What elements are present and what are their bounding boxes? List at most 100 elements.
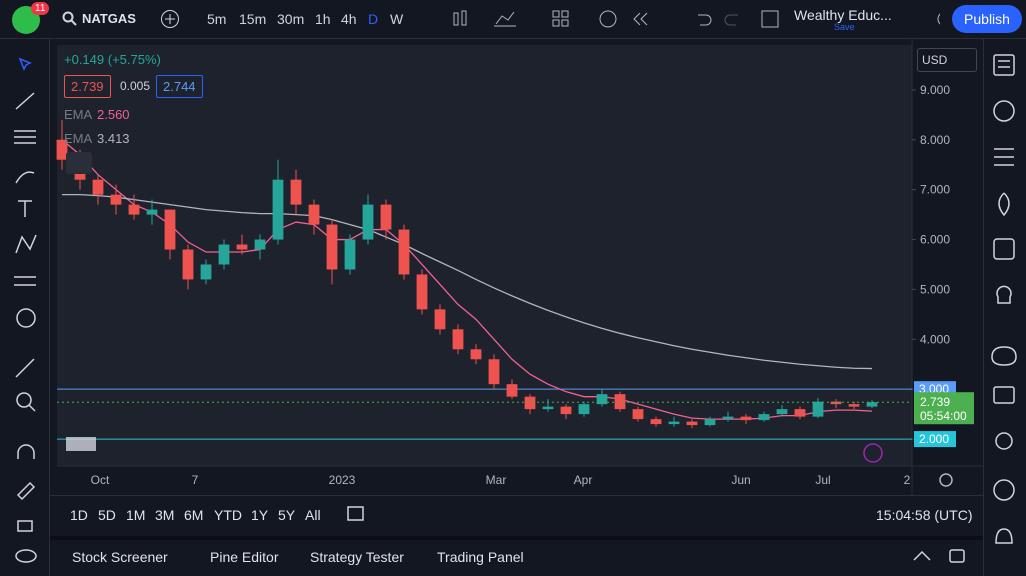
candle-body (470, 349, 482, 360)
x-tick-label: 7 (192, 473, 199, 487)
candle-body (650, 419, 662, 425)
candle-body (524, 396, 536, 410)
x-tick-label: Mar (486, 473, 507, 487)
y-tick-label: 4.000 (920, 332, 950, 346)
candle-body (110, 194, 122, 205)
x-tick-label: Oct (91, 473, 110, 487)
candle-body (344, 239, 356, 270)
candle-body (776, 409, 788, 415)
y-tick-label: 6.000 (920, 233, 950, 247)
range-button[interactable]: 1M (126, 507, 146, 523)
left-toolbar (14, 57, 37, 563)
ask[interactable]: 2.744 (156, 75, 203, 98)
divider (50, 536, 983, 540)
candle-body (56, 139, 68, 160)
range-button[interactable]: 1D (70, 507, 88, 523)
price-label-bg (914, 431, 956, 448)
indicator-name: EMA (64, 131, 93, 146)
tab[interactable]: Trading Panel (437, 549, 524, 565)
x-tick-label: Apr (574, 473, 593, 487)
y-tick-label: 8.000 (920, 133, 950, 147)
x-tick-label: 2023 (329, 473, 356, 487)
candle-body (434, 309, 446, 330)
range-button[interactable]: All (305, 507, 321, 523)
bid[interactable]: 2.739 (64, 75, 111, 98)
indicator-value: 3.413 (97, 131, 130, 146)
candle-body (272, 179, 284, 240)
candle-body (812, 401, 824, 417)
candle-body (668, 421, 680, 425)
candle-body (560, 406, 572, 415)
tab[interactable]: Strategy Tester (310, 549, 404, 565)
range-button[interactable]: YTD (214, 507, 242, 523)
candle-body (92, 179, 104, 195)
panel-controls[interactable] (910, 546, 970, 566)
publish-button[interactable]: Publish (952, 5, 1022, 33)
candle-body (182, 249, 194, 280)
interval[interactable]: 5m (207, 11, 227, 27)
tv-logo (66, 437, 96, 451)
candle-body (722, 416, 734, 420)
save-label[interactable]: Save (834, 22, 855, 32)
add-symbol[interactable] (160, 9, 180, 29)
candle-body (254, 239, 266, 250)
candle-body (380, 204, 392, 230)
range-button[interactable]: 6M (184, 507, 204, 523)
divider (50, 495, 983, 496)
indicator-value: 2.560 (97, 107, 130, 122)
candle-body (128, 204, 140, 215)
x-tick-label: Jul (815, 473, 830, 487)
candle-body (740, 416, 752, 421)
search-icon (62, 11, 77, 26)
y-tick-label: 9.000 (920, 83, 950, 97)
currency-select[interactable]: USD (917, 48, 977, 72)
candle-body (578, 404, 590, 415)
candle-body (326, 224, 338, 270)
candle-body (290, 179, 302, 205)
candle-body (452, 329, 464, 350)
tab[interactable]: Pine Editor (210, 549, 279, 565)
candle-body (614, 394, 626, 410)
candle-body (200, 264, 212, 280)
candle-body (398, 229, 410, 275)
candle-body (416, 274, 428, 310)
ema-line (61, 139, 873, 420)
interval[interactable]: 1h (315, 11, 331, 27)
price-label-bg (914, 392, 974, 425)
symbol[interactable]: NATGAS (82, 11, 136, 26)
divider (49, 39, 50, 576)
candle-body (758, 414, 770, 421)
candle-body (542, 406, 554, 410)
clock: 15:04:58 (UTC) (876, 507, 973, 523)
candle-body (488, 359, 500, 385)
top-bar: 11 NATGAS Wealthy Educ... Save Publish (0, 0, 1026, 39)
indicator-name: EMA (64, 107, 93, 122)
candle-body (362, 204, 374, 240)
candle-body (596, 394, 608, 405)
interval[interactable]: W (390, 11, 404, 27)
candle-body (164, 209, 176, 250)
range-button[interactable]: 5Y (278, 507, 296, 523)
interval[interactable]: 4h (341, 11, 357, 27)
candle-body (632, 409, 644, 420)
interval[interactable]: D (368, 11, 379, 27)
candle-body (794, 409, 806, 417)
range-button[interactable]: 3M (155, 507, 175, 523)
notif-badge: 11 (31, 2, 50, 15)
candle-body (236, 244, 248, 250)
interval[interactable]: 30m (277, 11, 305, 27)
date-range-icon[interactable] (346, 504, 366, 522)
spread: 0.005 (120, 79, 151, 93)
tab[interactable]: Stock Screener (72, 549, 168, 565)
x-tick-label: 2 (904, 473, 911, 487)
range-button[interactable]: 1Y (251, 507, 269, 523)
layout-name[interactable]: Wealthy Educ... (794, 7, 892, 23)
right-toolbar (991, 54, 1017, 544)
candle-body (704, 419, 716, 426)
range-button[interactable]: 5D (98, 507, 116, 523)
toolbar-icons (453, 10, 940, 28)
interval[interactable]: 15m (239, 11, 267, 27)
candle-body (686, 421, 698, 426)
candle-body (146, 209, 158, 215)
